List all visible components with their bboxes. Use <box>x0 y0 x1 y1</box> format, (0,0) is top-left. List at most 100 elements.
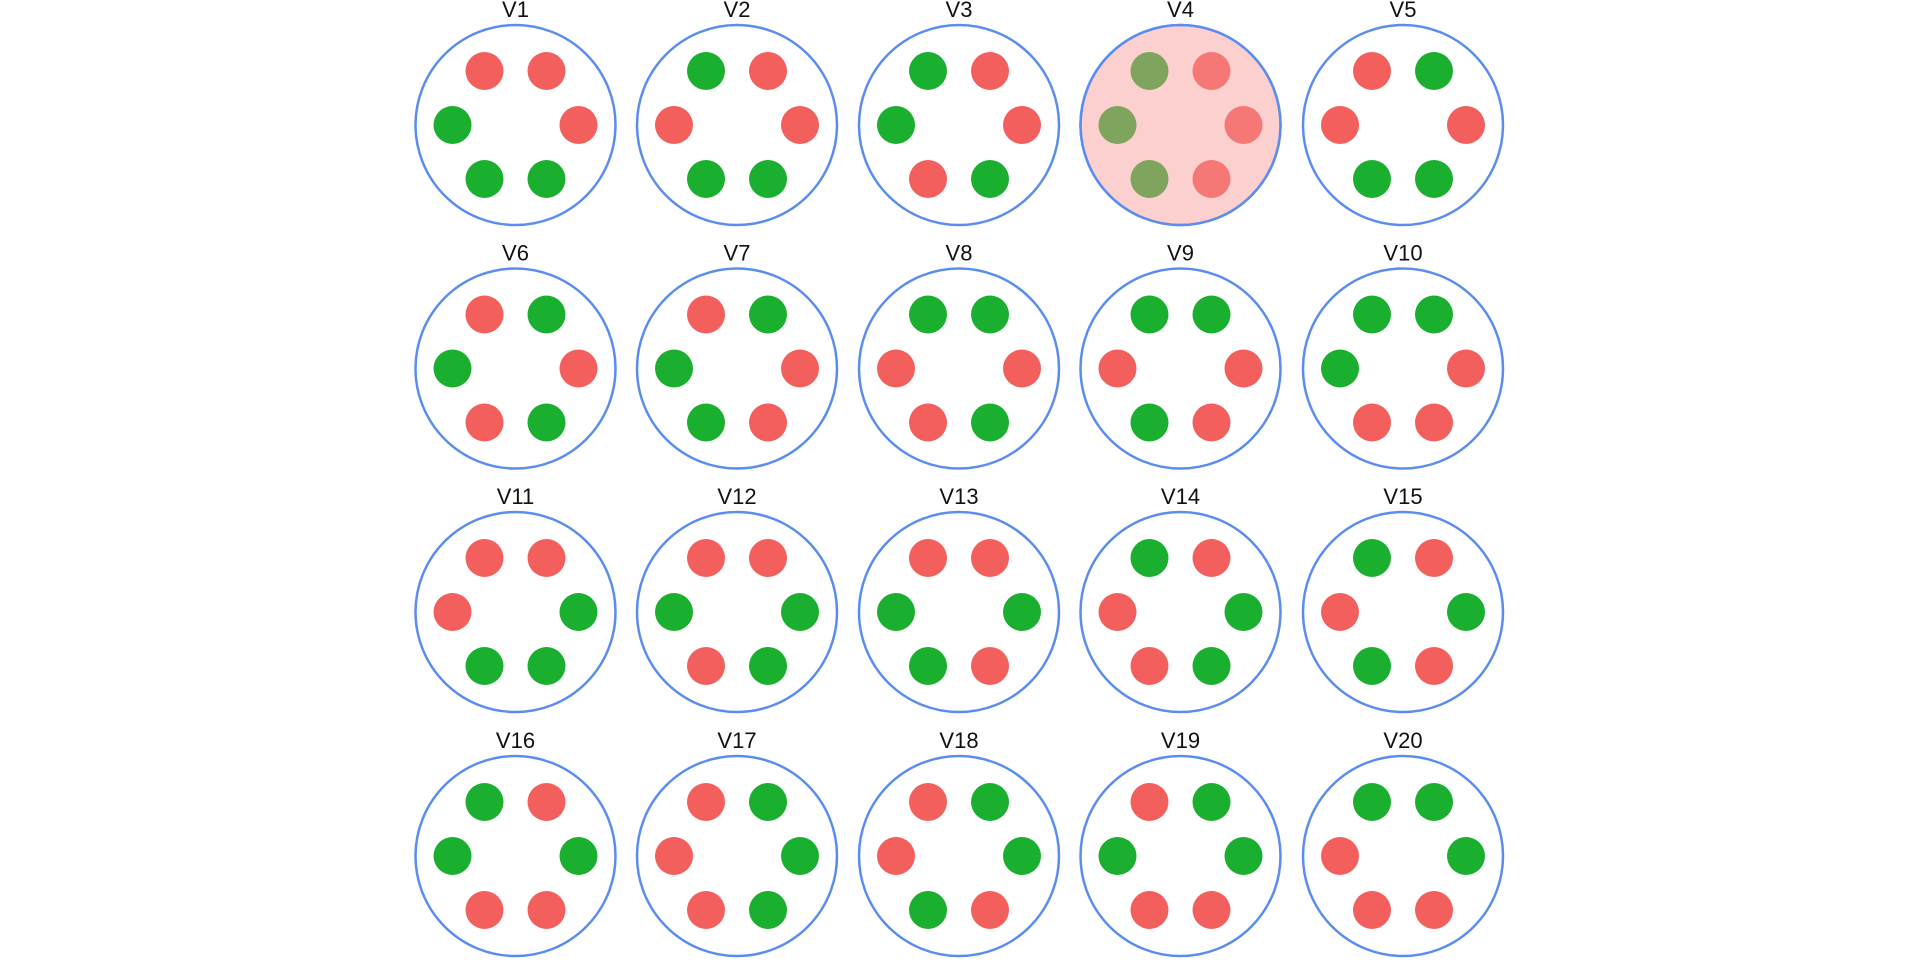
dot <box>433 837 472 875</box>
tile[interactable]: V13 <box>857 484 1061 714</box>
dot <box>527 539 566 577</box>
dot <box>909 539 947 577</box>
dot <box>655 349 693 388</box>
tile[interactable]: V15 <box>1301 484 1505 714</box>
tile[interactable]: V8 <box>857 240 1061 470</box>
dot <box>1130 160 1169 198</box>
dot <box>749 52 787 90</box>
tile[interactable]: V6 <box>414 240 617 470</box>
dot <box>1003 837 1041 875</box>
dot <box>749 539 787 577</box>
dot <box>749 783 787 821</box>
tile-circle <box>635 510 839 714</box>
tile[interactable]: V9 <box>1079 240 1282 470</box>
tile-label: V9 <box>1167 240 1194 265</box>
tile[interactable]: V14 <box>1079 484 1282 714</box>
dot <box>909 647 947 685</box>
dot <box>749 891 787 929</box>
tile[interactable]: V1 <box>414 0 617 227</box>
tile-circle <box>857 754 1061 958</box>
dot <box>781 593 819 631</box>
dot <box>1003 349 1041 388</box>
tile-circle <box>414 267 617 470</box>
dot <box>465 539 504 577</box>
dot <box>971 891 1009 929</box>
dot <box>1130 647 1169 685</box>
dot <box>1192 783 1231 821</box>
dot <box>1353 783 1391 821</box>
tile-circle <box>1301 267 1505 470</box>
dot <box>465 891 504 929</box>
dot <box>433 349 472 388</box>
dot <box>971 783 1009 821</box>
tile-label: V14 <box>1161 484 1200 509</box>
tile[interactable]: V16 <box>414 728 617 958</box>
dot <box>559 593 598 631</box>
tile-circle <box>414 510 617 714</box>
dot <box>1353 295 1391 334</box>
tile-label: V17 <box>717 728 756 753</box>
dot <box>781 349 819 388</box>
dot <box>1415 403 1453 442</box>
dot <box>687 539 725 577</box>
dot <box>1415 295 1453 334</box>
dot <box>465 403 504 442</box>
dot <box>655 837 693 875</box>
tile-label: V11 <box>497 484 535 509</box>
tile[interactable]: V10 <box>1301 240 1505 470</box>
dot <box>1130 783 1169 821</box>
tile[interactable]: V12 <box>635 484 839 714</box>
dot <box>1415 539 1453 577</box>
tile[interactable]: V11 <box>414 484 617 714</box>
dot <box>527 160 566 198</box>
dot <box>1003 106 1041 144</box>
dot <box>527 52 566 90</box>
dot <box>687 403 725 442</box>
dot <box>909 783 947 821</box>
tile[interactable]: V2 <box>635 0 839 227</box>
dot <box>433 593 472 631</box>
dot <box>1098 593 1137 631</box>
dot <box>1447 349 1485 388</box>
dot <box>1321 593 1359 631</box>
tile[interactable]: V7 <box>635 240 839 470</box>
tile-label: V13 <box>939 484 978 509</box>
dot <box>465 295 504 334</box>
tile[interactable]: V20 <box>1301 728 1505 958</box>
tile-circle <box>1079 267 1282 470</box>
tile-label: V6 <box>502 240 529 265</box>
dot <box>909 52 947 90</box>
tile[interactable]: V17 <box>635 728 839 958</box>
dot <box>909 295 947 334</box>
dot <box>559 349 598 388</box>
dot <box>877 106 915 144</box>
tile[interactable]: V4 <box>1079 0 1282 227</box>
dot <box>559 837 598 875</box>
tile[interactable]: V18 <box>857 728 1061 958</box>
dot <box>1192 295 1231 334</box>
tile-label: V5 <box>1390 0 1417 22</box>
dot <box>465 783 504 821</box>
dot <box>1415 891 1453 929</box>
tile[interactable]: V19 <box>1079 728 1282 958</box>
dot <box>1130 52 1169 90</box>
dot <box>1098 349 1137 388</box>
dot <box>781 837 819 875</box>
dot <box>909 891 947 929</box>
tile[interactable]: V5 <box>1301 0 1505 227</box>
dot <box>527 647 566 685</box>
dot <box>1353 539 1391 577</box>
tile-circle <box>414 23 617 227</box>
dot <box>971 52 1009 90</box>
dot <box>655 593 693 631</box>
dot <box>687 52 725 90</box>
dot <box>971 295 1009 334</box>
dot <box>781 106 819 144</box>
dot <box>1321 837 1359 875</box>
dot <box>1415 647 1453 685</box>
dot <box>527 891 566 929</box>
dot <box>1447 837 1485 875</box>
tile-label: V12 <box>717 484 756 509</box>
dot <box>909 403 947 442</box>
tile[interactable]: V3 <box>857 0 1061 227</box>
